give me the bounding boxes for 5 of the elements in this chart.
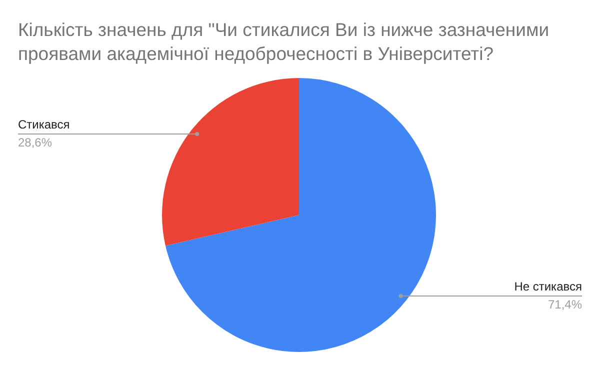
chart-title: Кількість значень для "Чи стикалися Ви із нижче зазначеними проявами академічної недоброчесності в Університеті? [18, 18, 550, 66]
slice-label: Не стикався [514, 279, 582, 294]
slice-label: Стикався [18, 117, 70, 132]
data-label: 71,4% [548, 297, 582, 312]
data-label: 28,6% [18, 135, 52, 150]
